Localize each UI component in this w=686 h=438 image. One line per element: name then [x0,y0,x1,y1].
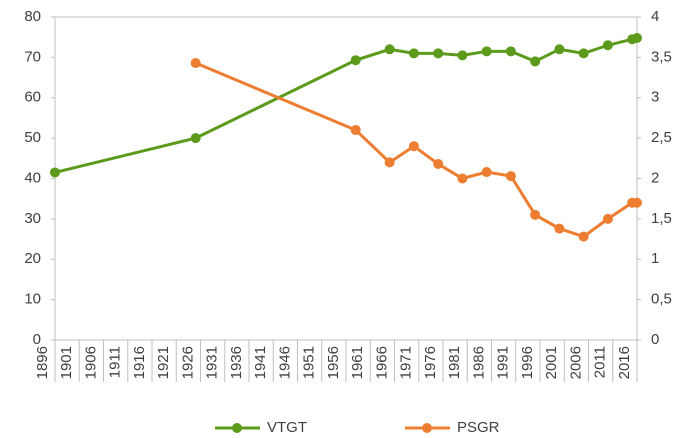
x-tick-label: 2011 [592,346,609,378]
x-tick-label: 1926 [179,346,196,379]
data-point [602,213,613,224]
x-tick-label: 1956 [325,346,342,379]
data-point [632,32,642,43]
y-tick-label: 10 [24,291,41,308]
data-point [433,158,444,169]
x-tick-label: 1906 [82,346,99,379]
data-point [505,171,516,182]
y2-tick-label: 1,5 [651,210,672,227]
data-point [384,44,395,55]
x-tick-label: 1951 [301,346,318,379]
x-tick-label: 1991 [495,346,512,379]
x-tick-label: 1996 [519,346,536,379]
data-point [190,58,201,69]
x-tick-label: 1961 [349,346,366,379]
y-tick-label: 20 [24,250,41,267]
x-tick-label: 1921 [155,346,172,379]
legend-marker [422,423,432,433]
legend-marker [232,423,242,433]
x-tick-label: 1986 [470,346,487,379]
data-point [602,40,613,51]
legend-label: PSGR [457,419,500,436]
x-tick-label: 1916 [131,346,148,379]
data-point [554,223,565,234]
y2-tick-label: 2 [651,169,659,186]
data-point [578,48,589,59]
x-tick-label: 2001 [543,346,560,379]
x-tick-label: 1931 [204,346,221,379]
x-tick-label: 1976 [422,346,439,379]
y-tick-label: 70 [24,48,41,65]
y2-tick-label: 3,5 [651,48,672,65]
y-tick-label: 0 [33,331,41,348]
data-point [384,157,395,168]
legend-label: VTGT [267,419,307,436]
data-point [530,209,541,220]
data-point [530,56,541,67]
x-tick-label: 1901 [58,346,75,379]
y-tick-label: 80 [24,8,41,25]
x-tick-label: 1911 [107,346,124,378]
y2-tick-label: 1 [651,250,659,267]
y-tick-label: 30 [24,210,41,227]
data-point [350,55,361,66]
y-tick-label: 40 [24,169,41,186]
y2-tick-label: 3 [651,89,659,106]
y-tick-label: 50 [24,129,41,146]
data-point [350,125,361,136]
data-point [457,50,468,61]
data-point [578,231,589,242]
data-point [408,48,419,59]
x-tick-label: 1971 [398,346,415,379]
y-tick-label: 60 [24,89,41,106]
data-point [481,46,492,57]
x-tick-label: 2016 [616,346,633,379]
x-tick-label: 1966 [373,346,390,379]
y2-tick-label: 0 [651,331,659,348]
y2-tick-label: 4 [651,8,659,25]
data-point [457,173,468,184]
x-tick-label: 1896 [34,346,51,379]
data-point [632,197,642,208]
x-tick-label: 1981 [446,346,463,379]
data-point [190,133,201,144]
x-tick-label: 2006 [567,346,584,379]
x-tick-label: 1941 [252,346,269,379]
data-point [505,46,516,57]
data-point [433,48,444,59]
y2-tick-label: 0,5 [651,291,672,308]
data-point [554,44,565,55]
data-point [50,167,60,178]
x-tick-label: 1936 [228,346,245,379]
data-point [481,167,492,178]
series-line [54,36,638,174]
y2-tick-label: 2,5 [651,129,672,146]
x-tick-label: 1946 [276,346,293,379]
data-point [408,141,419,152]
